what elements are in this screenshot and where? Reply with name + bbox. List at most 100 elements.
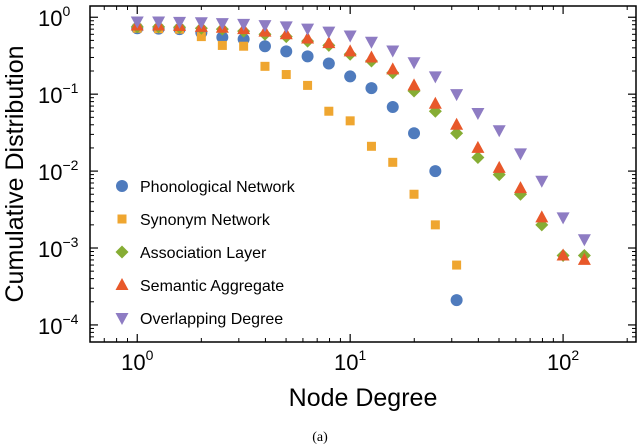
- data-point: [130, 16, 144, 29]
- data-point: [216, 31, 229, 44]
- legend-marker: [115, 313, 129, 325]
- data-point: [388, 157, 398, 167]
- y-axis-title: Cumulative Distribution: [1, 45, 29, 302]
- y-tick-label: 100: [38, 3, 70, 31]
- y-tick-exponent: 0: [62, 3, 70, 19]
- y-tick-base: 10: [38, 237, 62, 262]
- y-tick-exponent: −4: [62, 311, 78, 327]
- data-point: [556, 248, 570, 261]
- y-tick-label: 10−4: [38, 311, 79, 339]
- data-point: [577, 234, 591, 247]
- data-point: [217, 40, 227, 50]
- plot-frame: [89, 5, 637, 343]
- x-tick-exponent: 0: [146, 347, 154, 363]
- data-point: [237, 18, 251, 31]
- data-point: [303, 80, 313, 90]
- legend-marker: [117, 214, 127, 224]
- legend-marker: [116, 180, 128, 192]
- data-point: [364, 50, 378, 63]
- data-point: [408, 127, 421, 140]
- data-point: [280, 45, 293, 58]
- data-point: [343, 44, 357, 57]
- data-point: [450, 126, 464, 140]
- data-point: [577, 252, 591, 265]
- legend-label: Association Layer: [140, 245, 267, 262]
- data-point: [429, 165, 442, 178]
- x-tick-label: 100: [121, 347, 153, 375]
- data-point: [471, 107, 485, 120]
- data-point: [173, 16, 187, 29]
- y-tick-label: 10−1: [38, 80, 79, 108]
- x-tick-label: 101: [334, 347, 366, 375]
- data-point: [322, 57, 335, 70]
- legend-marker: [115, 245, 129, 259]
- data-point: [196, 32, 206, 42]
- y-tick-exponent: −3: [62, 234, 78, 250]
- data-point: [345, 116, 355, 126]
- data-point: [281, 70, 291, 80]
- data-point: [450, 89, 464, 102]
- legend-label: Semantic Aggregate: [140, 278, 284, 295]
- y-tick-base: 10: [38, 314, 62, 339]
- data-point: [301, 31, 315, 44]
- y-tick-label: 10−2: [38, 157, 79, 185]
- data-point: [386, 101, 399, 114]
- y-tick-base: 10: [38, 6, 62, 31]
- data-point: [386, 62, 400, 75]
- data-point: [452, 260, 462, 270]
- data-point: [492, 125, 506, 138]
- y-tick-label: 10−3: [38, 234, 79, 262]
- data-point: [556, 212, 570, 225]
- x-tick-base: 10: [547, 350, 571, 375]
- data-point: [239, 41, 249, 51]
- data-point: [409, 189, 419, 199]
- y-tick-base: 10: [38, 83, 62, 108]
- x-tick-exponent: 2: [571, 347, 579, 363]
- x-tick-base: 10: [121, 350, 145, 375]
- x-axis-title: Node Degree: [289, 384, 438, 412]
- data-point: [324, 106, 334, 116]
- data-point: [152, 16, 166, 29]
- data-point: [492, 160, 506, 173]
- figure-caption: (a): [312, 430, 328, 445]
- data-point: [258, 20, 272, 33]
- data-point: [322, 36, 336, 49]
- legend-label: Synonym Network: [140, 212, 271, 229]
- data-point: [450, 294, 463, 307]
- x-tick-label: 102: [547, 347, 579, 375]
- data-point: [301, 50, 314, 63]
- data-point: [407, 78, 421, 91]
- data-point: [535, 175, 549, 188]
- data-point: [386, 45, 400, 58]
- data-point: [471, 140, 485, 153]
- data-point: [428, 71, 442, 84]
- legend-marker: [115, 278, 129, 290]
- data-point: [301, 23, 315, 36]
- y-tick-exponent: −2: [62, 157, 78, 173]
- legend-label: Phonological Network: [140, 179, 296, 196]
- data-point: [322, 26, 336, 39]
- data-point: [535, 210, 549, 223]
- data-point: [260, 61, 270, 71]
- legend: Phonological Network Synonym Network Assoc…: [115, 179, 296, 328]
- data-point: [365, 82, 378, 95]
- data-point: [430, 220, 440, 230]
- data-points: [130, 16, 591, 307]
- data-point: [364, 36, 378, 49]
- y-tick-base: 10: [38, 160, 62, 185]
- data-point: [514, 148, 528, 161]
- y-tick-exponent: −1: [62, 80, 78, 96]
- data-point: [471, 151, 485, 165]
- data-point: [279, 21, 293, 34]
- data-point: [450, 117, 464, 130]
- data-point: [407, 57, 421, 70]
- data-point: [343, 30, 357, 43]
- data-point: [215, 18, 229, 31]
- data-point: [428, 96, 442, 109]
- data-point: [344, 70, 357, 83]
- data-point: [366, 141, 376, 151]
- data-point: [194, 17, 208, 30]
- legend-label: Overlapping Degree: [140, 311, 283, 328]
